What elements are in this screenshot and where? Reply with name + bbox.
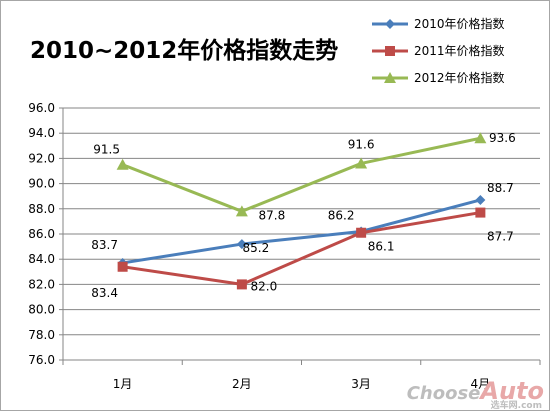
data-point-marker: [355, 157, 368, 169]
y-tick-label: 94.0: [28, 126, 55, 140]
watermark-text-auto: Auto: [480, 377, 544, 405]
chart-title: 2010~2012年价格指数走势: [30, 37, 338, 64]
data-point-marker: [235, 205, 248, 217]
data-label: 83.4: [91, 286, 118, 300]
legend: 2010年价格指数 2011年价格指数 2012年价格指数: [372, 16, 505, 85]
y-tick-label: 88.0: [28, 202, 55, 216]
x-tick-label: 4月: [471, 377, 491, 391]
y-tick-label: 90.0: [28, 177, 55, 191]
y-tick-label: 92.0: [28, 151, 55, 165]
data-point-marker: [236, 239, 247, 250]
data-label: 91.5: [93, 143, 120, 157]
data-point-marker: [356, 227, 367, 238]
data-point-marker: [474, 132, 487, 144]
data-label: 83.7: [91, 238, 118, 252]
data-label: 87.8: [259, 208, 286, 222]
series-line-3: [122, 136, 481, 213]
data-label: 87.7: [487, 230, 514, 244]
data-label: 91.6: [348, 137, 375, 151]
y-tick-label: 82.0: [28, 277, 55, 291]
data-label: 86.2: [328, 208, 355, 222]
data-label: 93.6: [489, 131, 516, 145]
legend-entry: 2012年价格指数: [414, 70, 505, 85]
data-point-marker: [236, 279, 247, 290]
axes: [59, 107, 541, 365]
x-tick-label: 3月: [351, 377, 371, 391]
series-line-1: [122, 198, 481, 265]
gridlines: [63, 107, 540, 361]
data-point-marker: [116, 158, 129, 170]
y-tick-label: 84.0: [28, 252, 55, 266]
tick-labels: 76.0 78.0 80.0 82.0 84.0 86.0 88.0 90.0 92.0 94.0…: [28, 101, 490, 391]
data-label: 86.1: [368, 240, 395, 254]
data-label: 88.7: [487, 181, 514, 195]
series-group: [116, 132, 487, 290]
data-point-marker: [475, 207, 486, 218]
watermark-logo: ChooseAuto 选车网.com: [406, 377, 544, 411]
y-tick-label: 80.0: [28, 303, 55, 317]
data-point-marker: [117, 261, 128, 272]
legend-marker: [385, 46, 395, 56]
data-point-marker: [475, 194, 486, 205]
series-line-2: [122, 211, 481, 286]
y-tick-label: 86.0: [28, 227, 55, 241]
data-label: 82.0: [251, 279, 278, 293]
watermark-text-domain: 选车网.com: [490, 401, 542, 411]
legend-marker: [385, 19, 395, 29]
legend-entry: 2010年价格指数: [414, 16, 505, 31]
y-tick-label: 78.0: [28, 328, 55, 342]
y-tick-label: 96.0: [28, 101, 55, 115]
data-label: 85.2: [243, 241, 270, 255]
x-tick-label: 2月: [232, 377, 252, 391]
x-tick-label: 1月: [113, 377, 133, 391]
watermark-text-choose: Choose: [406, 383, 481, 404]
y-tick-label: 76.0: [28, 353, 55, 367]
legend-marker: [384, 72, 396, 83]
data-labels: 83.7 85.2 86.2 88.7 83.4 82.0 86.1 87.7 91.5 87.8…: [91, 131, 515, 300]
legend-entry: 2011年价格指数: [414, 43, 505, 58]
